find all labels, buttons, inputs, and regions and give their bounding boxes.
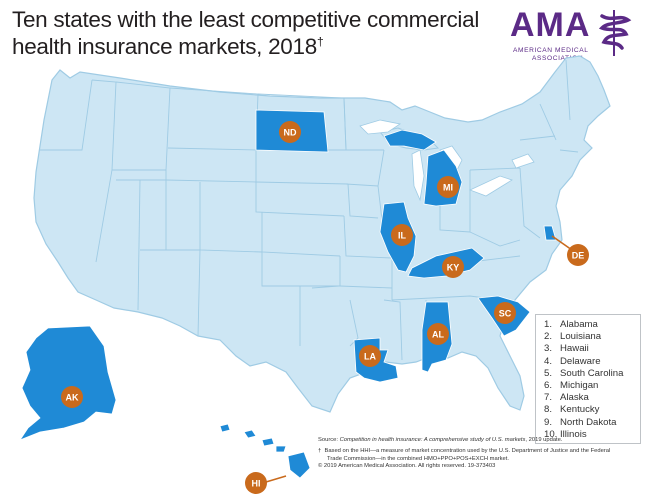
legend-item: 2. Louisiana bbox=[544, 331, 602, 343]
dagger-note: † Based on the HHI—a measure of market c… bbox=[318, 448, 611, 455]
marker-sc: SC bbox=[494, 302, 516, 324]
logo-wordmark: AMA bbox=[510, 6, 591, 44]
map-title: Ten states with the least competitive co… bbox=[12, 6, 512, 60]
svg-text:LA: LA bbox=[364, 352, 376, 362]
source-note: Source: Competition in health insurance:… bbox=[318, 437, 563, 443]
legend-item: 9. North Dakota bbox=[544, 416, 617, 428]
legend-list: 1. Alabama 2. Louisiana 3. Hawaii 4. Delawar… bbox=[544, 319, 640, 441]
marker-hi: HI bbox=[245, 472, 267, 494]
delaware-callout-line bbox=[551, 235, 573, 251]
marker-mi: MI bbox=[437, 176, 459, 198]
legend-item: 6. Michigan bbox=[544, 380, 599, 392]
title-dagger: † bbox=[316, 34, 324, 49]
legend-item: 4. Delaware bbox=[544, 355, 601, 367]
caduceus-icon bbox=[598, 10, 632, 56]
legend-item: 5. South Carolina bbox=[544, 367, 624, 379]
michigan-upper bbox=[383, 129, 437, 151]
svg-text:SC: SC bbox=[499, 309, 512, 319]
logo-line-1: AMERICAN MEDICAL bbox=[513, 47, 589, 54]
legend-item: 8. Kentucky bbox=[544, 404, 600, 416]
svg-text:HI: HI bbox=[252, 479, 261, 489]
marker-nd: ND bbox=[279, 121, 301, 143]
legend-item: 7. Alaska bbox=[544, 392, 589, 404]
hawaii bbox=[219, 423, 311, 479]
svg-text:AL: AL bbox=[432, 330, 444, 340]
ama-logo: AMA AMERICAN MEDICAL ASSOCIATION bbox=[510, 6, 640, 68]
state-markers: ND MI IL KY DE SC AL LA AK HI bbox=[61, 121, 589, 494]
marker-de: DE bbox=[567, 244, 589, 266]
continental-us bbox=[33, 55, 611, 413]
ranking-legend: 1. Alabama 2. Louisiana 3. Hawaii 4. Delawar… bbox=[535, 314, 641, 444]
dagger-note-cont: Trade Commission—in the combined HMO+PPO… bbox=[327, 455, 509, 462]
state-borders bbox=[40, 59, 579, 361]
hawaii-callout-line bbox=[265, 475, 287, 483]
legend-item: 3. Hawaii bbox=[544, 343, 589, 355]
legend-item: 10. Illinois bbox=[544, 428, 587, 440]
marker-ak: AK bbox=[61, 386, 83, 408]
legend-item: 1. Alabama bbox=[544, 319, 598, 330]
logo-line-2: ASSOCIATION bbox=[532, 55, 584, 62]
svg-text:ND: ND bbox=[284, 128, 297, 138]
highlighted-states bbox=[18, 109, 557, 479]
marker-il: IL bbox=[391, 224, 413, 246]
svg-text:KY: KY bbox=[447, 263, 460, 273]
title-text: Ten states with the least competitive co… bbox=[12, 7, 480, 59]
svg-text:AK: AK bbox=[66, 393, 79, 403]
copyright-note: © 2019 American Medical Association. All… bbox=[318, 463, 496, 470]
marker-la: LA bbox=[359, 345, 381, 367]
footnotes: Source: Competition in health insurance:… bbox=[318, 437, 646, 471]
svg-text:IL: IL bbox=[398, 231, 407, 241]
marker-al: AL bbox=[427, 323, 449, 345]
alaska bbox=[18, 325, 117, 441]
marker-ky: KY bbox=[442, 256, 464, 278]
svg-text:DE: DE bbox=[572, 251, 585, 261]
svg-text:MI: MI bbox=[443, 183, 453, 193]
